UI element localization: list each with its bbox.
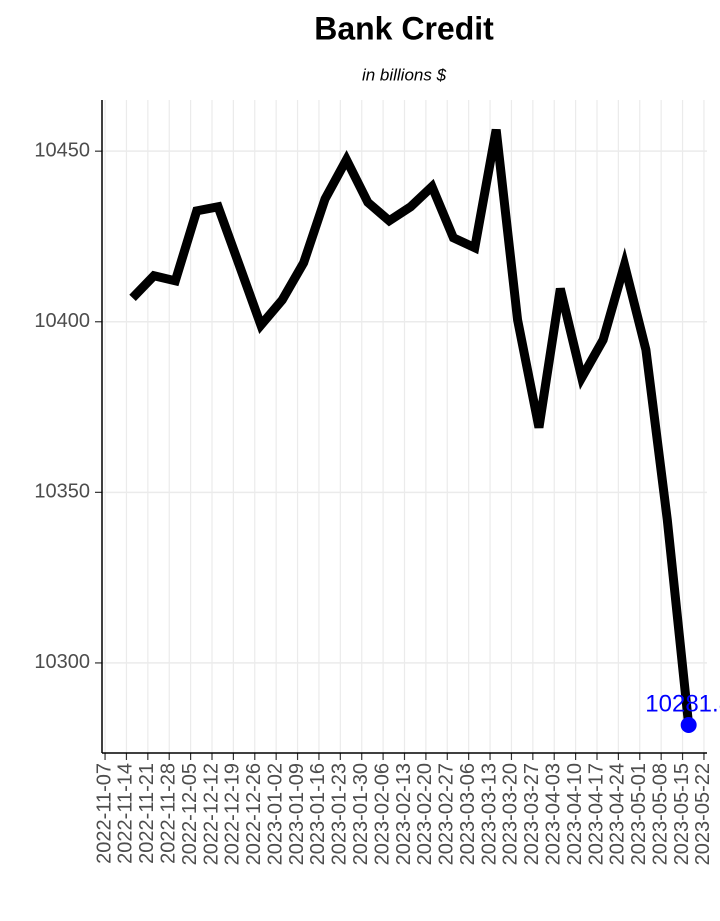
x-tick-label: 2023-04-10 (564, 763, 586, 865)
line (129, 128, 694, 726)
value-label: 10281.8 (645, 690, 720, 717)
x-tick-label: 2023-03-06 (457, 763, 479, 865)
x-tick-label: 2023-01-30 (350, 763, 372, 865)
x-tick-label: 2023-04-24 (607, 763, 629, 865)
x-tick-label: 2023-02-27 (436, 763, 458, 865)
x-tick-label: 2023-04-17 (585, 763, 607, 865)
x-tick-label: 2023-03-13 (478, 763, 500, 865)
x-tick-label: 2023-02-13 (393, 763, 415, 865)
y-tick-label: 10350 (34, 481, 90, 503)
x-tick-label: 2023-01-23 (329, 763, 351, 865)
x-tick-label: 2023-03-20 (500, 763, 522, 865)
x-tick-label: 2022-11-07 (93, 763, 115, 864)
x-tick-label: 2022-12-19 (222, 763, 244, 865)
x-tick-label: 2023-03-27 (521, 763, 543, 865)
x-tick-label: 2022-11-14 (115, 763, 137, 864)
last-point (680, 717, 697, 734)
x-tick-label: 2023-02-06 (371, 763, 393, 865)
x-tick-label: 2023-01-09 (286, 763, 308, 865)
x-tick-label: 2023-05-01 (628, 763, 650, 865)
x-tick-label: 2022-11-28 (158, 763, 180, 864)
y-tick-label: 10300 (34, 651, 90, 673)
y-tick-label: 10450 (34, 139, 90, 161)
x-tick-label: 2023-04-03 (543, 763, 565, 865)
chart-title: Bank Credit (314, 10, 494, 46)
x-tick-label: 2023-05-22 (692, 763, 714, 865)
x-tick-label: 2022-12-26 (243, 763, 265, 865)
x-tick-label: 2023-02-20 (414, 763, 436, 865)
x-tick-label: 2023-05-15 (671, 763, 693, 865)
x-tick-label: 2023-01-02 (264, 763, 286, 865)
x-tick-label: 2022-12-12 (200, 763, 222, 865)
chart-subtitle: in billions $ (362, 65, 447, 84)
x-tick-label: 2023-05-08 (649, 763, 671, 865)
x-tick-label: 2022-11-21 (136, 763, 158, 864)
x-tick-label: 2022-12-05 (179, 763, 201, 865)
y-tick-label: 10400 (34, 310, 90, 332)
x-tick-label: 2023-01-16 (307, 763, 329, 865)
